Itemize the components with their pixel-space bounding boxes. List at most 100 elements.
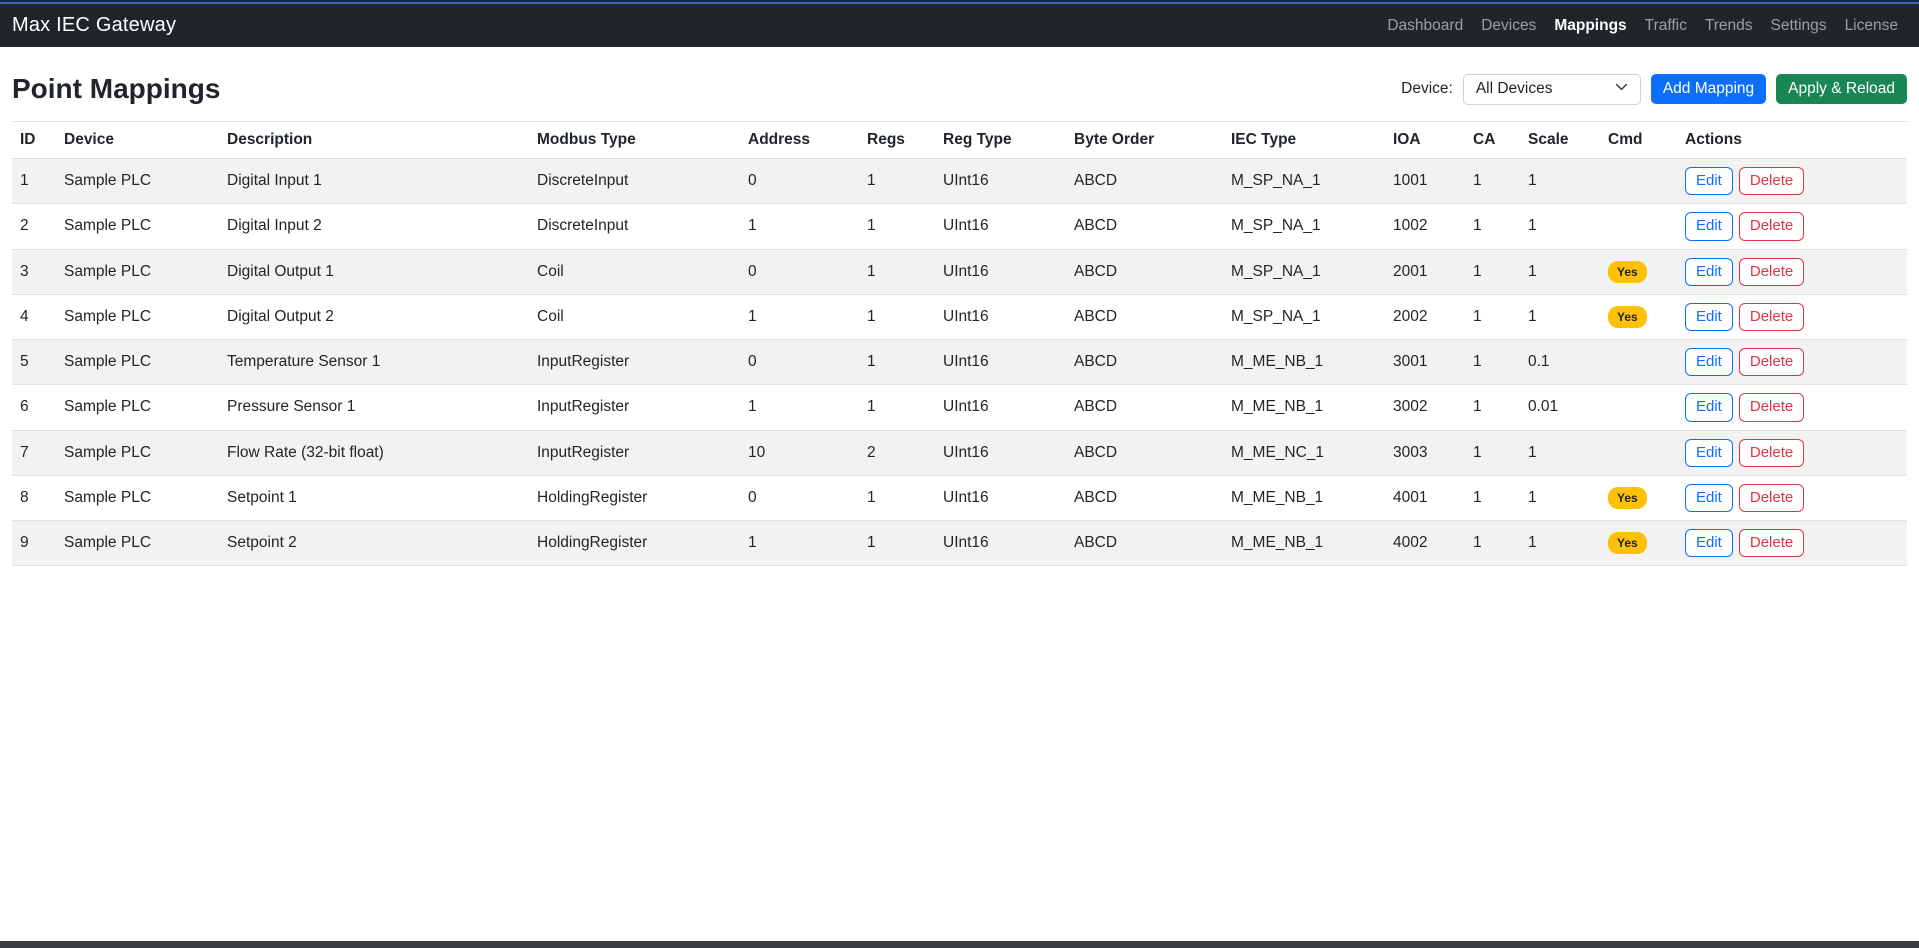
delete-button[interactable]: Delete <box>1738 302 1805 331</box>
cell-device: Sample PLC <box>56 520 219 567</box>
nav-item-dashboard[interactable]: Dashboard <box>1387 16 1464 34</box>
cell-id: 8 <box>12 475 56 522</box>
cell-iec-type: M_SP_NA_1 <box>1223 158 1385 205</box>
edit-button[interactable]: Edit <box>1685 348 1733 377</box>
cell-cmd <box>1600 339 1677 386</box>
cell-ca: 1 <box>1465 203 1520 250</box>
cell-iec-type: M_ME_NC_1 <box>1223 430 1385 476</box>
cell-device: Sample PLC <box>56 475 219 522</box>
cell-ca: 1 <box>1465 384 1520 431</box>
edit-button[interactable]: Edit <box>1685 212 1733 241</box>
edit-button[interactable]: Edit <box>1685 302 1733 331</box>
cell-reg-type: UInt16 <box>935 475 1066 522</box>
edit-button[interactable]: Edit <box>1685 393 1733 422</box>
cell-byte-order: ABCD <box>1066 430 1223 476</box>
cell-regs: 1 <box>859 384 935 431</box>
cell-scale: 0.1 <box>1520 339 1600 386</box>
nav-item-devices[interactable]: Devices <box>1481 16 1537 34</box>
cell-reg-type: UInt16 <box>935 430 1066 476</box>
navbar-links: Dashboard Devices Mappings Traffic Trend… <box>1378 9 1907 43</box>
cell-scale: 1 <box>1520 475 1600 522</box>
cell-reg-type: UInt16 <box>935 520 1066 567</box>
delete-button[interactable]: Delete <box>1738 167 1805 196</box>
cell-description: Digital Output 1 <box>219 249 529 295</box>
edit-button[interactable]: Edit <box>1685 438 1733 467</box>
delete-button[interactable]: Delete <box>1738 438 1805 467</box>
table-row: 4 Sample PLC Digital Output 2 Coil 1 1 UInt16 A… <box>12 294 1907 341</box>
cell-id: 3 <box>12 249 56 295</box>
cell-cmd <box>1600 384 1677 431</box>
cell-regs: 2 <box>859 430 935 476</box>
device-filter-label: Device: <box>1401 80 1453 97</box>
cell-modbus-type: HoldingRegister <box>529 520 740 567</box>
cell-reg-type: UInt16 <box>935 203 1066 250</box>
col-header-device: Device <box>56 121 219 159</box>
cell-device: Sample PLC <box>56 203 219 250</box>
cell-address: 0 <box>740 475 859 522</box>
cell-ca: 1 <box>1465 520 1520 567</box>
cell-address: 1 <box>740 520 859 567</box>
col-header-id: ID <box>12 121 56 159</box>
cell-iec-type: M_ME_NB_1 <box>1223 520 1385 567</box>
table-row: 3 Sample PLC Digital Output 1 Coil 0 1 UInt16 A… <box>12 249 1907 295</box>
cell-actions: Edit Delete <box>1677 249 1907 295</box>
cell-modbus-type: InputRegister <box>529 430 740 476</box>
cell-cmd: Yes <box>1600 294 1677 341</box>
cell-cmd: Yes <box>1600 475 1677 522</box>
cell-address: 1 <box>740 294 859 341</box>
col-header-address: Address <box>740 121 859 159</box>
edit-button[interactable]: Edit <box>1685 257 1733 286</box>
edit-button[interactable]: Edit <box>1685 483 1733 512</box>
nav-item-trends[interactable]: Trends <box>1704 16 1753 34</box>
cell-address: 0 <box>740 249 859 295</box>
cell-ioa: 3001 <box>1385 339 1465 386</box>
cell-description: Setpoint 1 <box>219 475 529 522</box>
col-header-ca: CA <box>1465 121 1520 159</box>
cell-ioa: 1002 <box>1385 203 1465 250</box>
nav-item-settings[interactable]: Settings <box>1770 16 1827 34</box>
table-body: 1 Sample PLC Digital Input 1 DiscreteInput 0… <box>12 158 1907 567</box>
delete-button[interactable]: Delete <box>1738 393 1805 422</box>
delete-button[interactable]: Delete <box>1738 348 1805 377</box>
col-header-regs: Regs <box>859 121 935 159</box>
cell-byte-order: ABCD <box>1066 520 1223 567</box>
col-header-description: Description <box>219 121 529 159</box>
add-mapping-button[interactable]: Add Mapping <box>1650 73 1767 105</box>
apply-reload-button[interactable]: Apply & Reload <box>1776 73 1907 105</box>
cell-cmd <box>1600 430 1677 476</box>
cell-ca: 1 <box>1465 294 1520 341</box>
cell-byte-order: ABCD <box>1066 294 1223 341</box>
device-filter-select[interactable]: All Devices <box>1462 73 1641 105</box>
cell-ioa: 4001 <box>1385 475 1465 522</box>
cell-modbus-type: Coil <box>529 249 740 295</box>
cell-description: Digital Output 2 <box>219 294 529 341</box>
cell-modbus-type: Coil <box>529 294 740 341</box>
navbar-brand[interactable]: Max IEC Gateway <box>12 14 177 36</box>
cell-iec-type: M_SP_NA_1 <box>1223 203 1385 250</box>
cell-iec-type: M_ME_NB_1 <box>1223 339 1385 386</box>
cell-actions: Edit Delete <box>1677 384 1907 431</box>
cell-reg-type: UInt16 <box>935 339 1066 386</box>
nav-item-mappings[interactable]: Mappings <box>1554 16 1627 34</box>
nav-item-traffic[interactable]: Traffic <box>1644 16 1687 34</box>
edit-button[interactable]: Edit <box>1685 529 1733 558</box>
cell-reg-type: UInt16 <box>935 249 1066 295</box>
delete-button[interactable]: Delete <box>1738 257 1805 286</box>
cell-modbus-type: DiscreteInput <box>529 158 740 205</box>
col-header-iec-type: IEC Type <box>1223 121 1385 159</box>
cell-reg-type: UInt16 <box>935 158 1066 205</box>
cell-scale: 1 <box>1520 249 1600 295</box>
delete-button[interactable]: Delete <box>1738 529 1805 558</box>
nav-item-license[interactable]: License <box>1844 16 1898 34</box>
delete-button[interactable]: Delete <box>1738 212 1805 241</box>
delete-button[interactable]: Delete <box>1738 483 1805 512</box>
cell-id: 6 <box>12 384 56 431</box>
cell-reg-type: UInt16 <box>935 384 1066 431</box>
cell-ca: 1 <box>1465 249 1520 295</box>
edit-button[interactable]: Edit <box>1685 167 1733 196</box>
cmd-yes-badge: Yes <box>1608 305 1647 328</box>
mappings-table: ID Device Description Modbus Type Addres… <box>12 121 1907 567</box>
cell-iec-type: M_SP_NA_1 <box>1223 294 1385 341</box>
cell-ioa: 3003 <box>1385 430 1465 476</box>
cell-scale: 1 <box>1520 158 1600 205</box>
